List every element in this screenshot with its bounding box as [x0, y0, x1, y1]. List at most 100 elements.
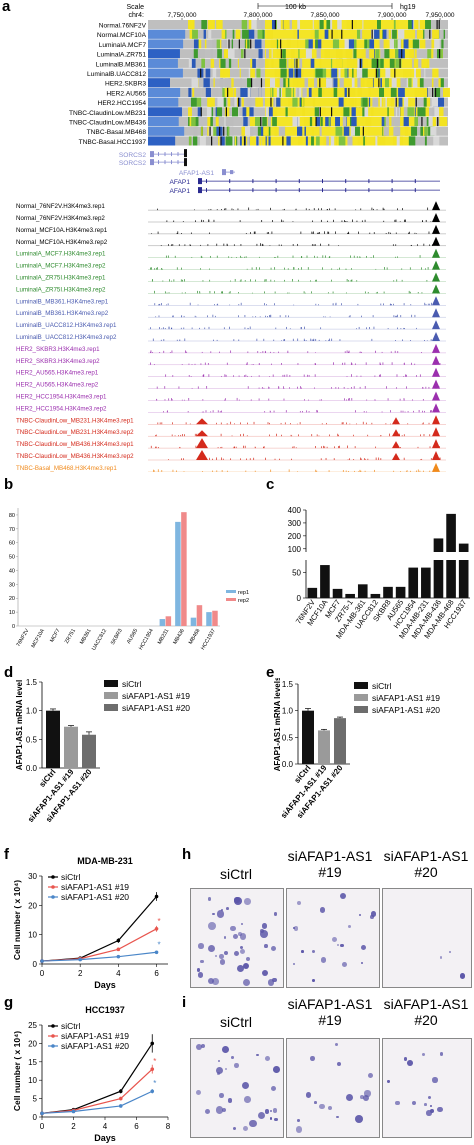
h3k4me3-noise: [337, 387, 339, 389]
h3k4me3-noise: [351, 268, 352, 270]
legend-swatch: [354, 706, 368, 713]
methylation-segment: [434, 39, 440, 49]
methylation-segment: [332, 78, 338, 88]
methylation-segment: [272, 117, 277, 127]
h3k4me3-peak: [432, 224, 440, 234]
panel-label-a: a: [2, 0, 11, 15]
h3k4me3-noise: [157, 469, 159, 472]
h3k4me3-noise: [374, 375, 376, 377]
x-axis-label: Days: [94, 980, 116, 990]
colony-dot: [219, 954, 224, 960]
methylation-segment: [270, 97, 275, 107]
h3k4me3-noise: [311, 291, 312, 294]
h3k4me3-noise: [300, 267, 302, 270]
h3k4me3-noise: [240, 458, 241, 460]
methylation-segment: [262, 136, 266, 146]
h3k4me3-noise: [366, 255, 367, 258]
x-tick-label: HCC1937: [200, 628, 217, 651]
h3k4me3-noise: [250, 399, 252, 401]
h3k4me3-noise: [331, 268, 333, 270]
methylation-segment: [262, 126, 269, 136]
h3k4me3-noise: [408, 231, 410, 234]
h3k4me3-peak: [432, 462, 440, 472]
methylation-segment: [299, 58, 303, 68]
h3k4me3-noise: [194, 315, 196, 318]
methylation-dark-mark: [439, 49, 441, 59]
h3k4me3-noise: [251, 364, 253, 365]
h3k4me3-noise: [391, 362, 393, 365]
h3k4me3-noise: [180, 434, 182, 437]
colony-dot: [259, 929, 264, 933]
data-point: [154, 927, 159, 931]
methylation-segment: [247, 87, 251, 97]
colony-dot: [339, 893, 346, 900]
h3k4me3-noise: [281, 244, 282, 246]
h3k4me3-noise: [327, 292, 329, 294]
x-tick-label: SKBR3: [110, 628, 124, 646]
h3k4me3-noise: [291, 435, 293, 437]
colony-dot: [334, 1043, 338, 1047]
bar-upper-MDA-MB-436: [433, 538, 444, 552]
methylation-segment: [315, 68, 320, 78]
h3k4me3-noise: [253, 421, 255, 425]
h3k4me3-noise: [364, 219, 366, 222]
methylation-segment: [302, 107, 305, 117]
h3k4me3-noise: [189, 423, 191, 425]
h3k4me3-noise: [431, 410, 432, 413]
data-point: [150, 1041, 155, 1046]
methylation-segment: [334, 39, 340, 49]
gene-exon: [206, 179, 207, 184]
h3k4me3-peak: [196, 418, 208, 425]
colony-dot: [301, 949, 304, 953]
methylation-segment: [353, 126, 360, 136]
h3k4me3-noise: [338, 434, 339, 437]
colony-dot: [240, 922, 243, 925]
h3k4me3-noise: [404, 328, 405, 330]
h3k4me3-noise: [154, 268, 155, 270]
gene-exon: [164, 152, 166, 157]
colony-h-title-3: siAFAP1-AS1 #20: [383, 848, 469, 880]
methylation-track-label: TNBC-Basal.MB468: [87, 129, 147, 136]
h3k4me3-noise: [396, 315, 397, 318]
h3k4me3-noise: [268, 386, 270, 389]
colony-dot: [355, 1115, 363, 1124]
h3k4me3-noise: [334, 446, 335, 449]
h3k4me3-noise: [393, 280, 395, 282]
h3k4me3-noise: [360, 208, 362, 211]
legend-marker: [51, 885, 55, 889]
h3k4me3-noise: [270, 351, 272, 353]
h3k4me3-noise: [191, 364, 193, 365]
h3k4me3-noise: [161, 303, 162, 306]
y-tick-label: 1.0: [26, 707, 38, 716]
h3k4me3-noise: [356, 328, 357, 330]
methylation-segment: [360, 78, 365, 88]
legend-marker: [51, 895, 55, 899]
methylation-segment: [241, 20, 248, 30]
methylation-segment: [331, 68, 338, 78]
methylation-segment: [403, 97, 411, 107]
h3k4me3-peak: [432, 236, 440, 246]
methylation-segment: [432, 68, 439, 78]
h3k4me3-noise: [320, 327, 322, 330]
gene-exon: [150, 151, 154, 158]
methylation-segment: [217, 49, 222, 59]
h3k4me3-peak: [432, 296, 440, 306]
methylation-segment: [375, 49, 380, 59]
h3k4me3-noise: [404, 411, 406, 413]
methylation-segment: [304, 126, 306, 136]
x-tick-label: MCF7: [49, 628, 61, 644]
methylation-segment: [400, 78, 407, 88]
methylation-segment: [346, 58, 352, 68]
bar-rep1-MB436: [175, 521, 181, 626]
methylation-segment: [395, 39, 401, 49]
h3k4me3-noise: [253, 231, 255, 234]
browser-assembly: hg19: [400, 4, 416, 11]
methylation-segment: [399, 107, 405, 117]
h3k4me3-noise: [233, 375, 234, 377]
methylation-dark-mark: [319, 107, 321, 117]
gene-exon: [177, 152, 179, 157]
methylation-segment: [248, 68, 251, 78]
methylation-segment: [376, 68, 379, 78]
h3k4me3-noise: [157, 231, 159, 234]
methylation-dark-mark: [432, 87, 434, 97]
